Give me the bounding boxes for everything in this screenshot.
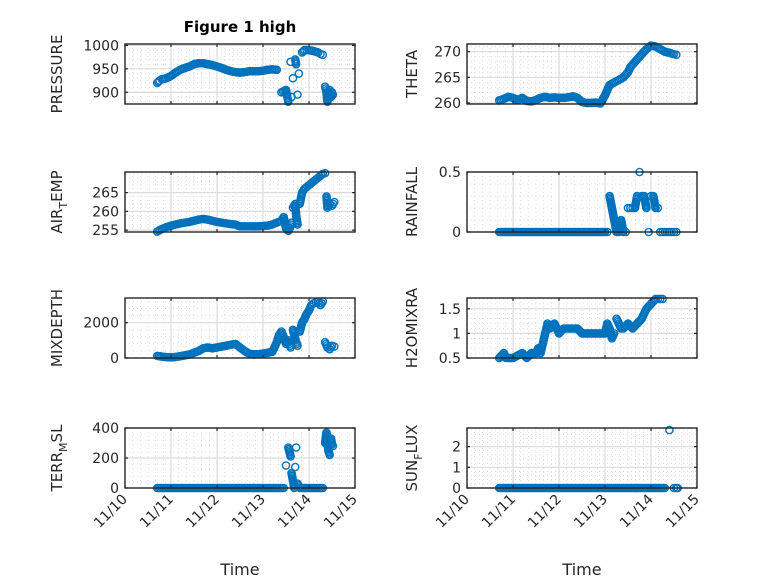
- data-point: [658, 294, 667, 304]
- y-axis-label: MIXDEPTH: [48, 289, 66, 367]
- subplot-h2omixra: 0.5 1 1.5 H2OMIXRA: [403, 287, 698, 368]
- data-point: [286, 452, 295, 461]
- data-point: [672, 50, 681, 60]
- y-tick-label: 0: [452, 225, 461, 241]
- data-point: [293, 90, 302, 99]
- subplot-sun-flux: 0 1 2 SUNFLUX 11/10 11/11 11/12 11/13 11/14 11/15…: [403, 425, 703, 579]
- subplot-theta: 260 265 270 THETA: [403, 41, 698, 112]
- axes-box: [124, 171, 356, 233]
- y-tick-label: 900: [92, 85, 119, 101]
- data-point: [328, 90, 338, 99]
- subplot-terr-msl: 0 200 400 TERRMSL 11/10 11/11 11/12 11/13 11/14 1…: [48, 421, 361, 579]
- data-point: [306, 300, 316, 310]
- data-point: [329, 342, 339, 351]
- data-point: [288, 73, 298, 83]
- y-tick-label: 1.5: [439, 302, 461, 318]
- data-point: [329, 197, 339, 207]
- data-point: [293, 341, 302, 350]
- x-tick-label: 11/12: [183, 492, 223, 532]
- data-point: [290, 462, 300, 472]
- data-point: [325, 450, 335, 460]
- subplot-air-temp: 255 260 265 AIRTEMP: [48, 168, 356, 239]
- axes-box: [466, 171, 698, 233]
- plot-area: [467, 428, 697, 488]
- data-series: [152, 168, 339, 236]
- data-point: [326, 343, 336, 352]
- y-axis-label: AIRTEMP: [48, 170, 70, 233]
- axes-box: [124, 297, 356, 359]
- data-point: [317, 298, 326, 308]
- data-point: [272, 65, 282, 75]
- y-tick-label: 1000: [83, 38, 119, 54]
- data-point: [642, 203, 651, 213]
- y-tick-label: 2: [452, 440, 461, 456]
- data-point: [294, 69, 304, 78]
- y-tick-label: 200: [92, 451, 119, 467]
- y-tick-label: 1: [452, 460, 461, 476]
- subplot-mixdepth: 0 2000 MIXDEPTH: [48, 289, 356, 367]
- x-axis-label: Time: [219, 560, 259, 579]
- x-axis-label: Time: [561, 560, 601, 579]
- y-tick-label: 260: [434, 96, 461, 112]
- y-tick-label: 2000: [83, 316, 119, 332]
- y-tick-label: 260: [92, 204, 119, 220]
- y-axis-label: RAINFALL: [403, 166, 421, 237]
- y-tick-label: 265: [92, 186, 119, 202]
- y-tick-label: 0: [452, 481, 461, 497]
- x-tick-label: 11/10: [433, 492, 473, 532]
- axes-box: [124, 43, 356, 105]
- x-tick-label: 11/14: [617, 491, 657, 531]
- y-tick-label: 0.5: [439, 351, 461, 367]
- data-point: [328, 441, 338, 451]
- y-tick-label: 270: [434, 45, 461, 61]
- data-series: [152, 45, 338, 106]
- x-tick-label: 11/11: [137, 492, 177, 532]
- data-point: [318, 50, 328, 60]
- x-tick-label: 11/13: [571, 492, 611, 532]
- data-point: [653, 203, 663, 213]
- x-tick-label: 11/13: [229, 492, 269, 532]
- x-tick-label: 11/15: [321, 492, 361, 532]
- y-axis-label: SUNFLUX: [403, 425, 425, 492]
- data-point: [293, 220, 302, 229]
- y-axis-label: TERRMSL: [48, 424, 70, 493]
- data-series: [494, 294, 667, 363]
- x-tick-label: 11/15: [663, 492, 703, 532]
- x-tick-label: 11/12: [525, 492, 565, 532]
- y-axis-label: PRESSURE: [48, 35, 66, 114]
- y-tick-label: 400: [92, 421, 119, 437]
- data-point: [286, 57, 295, 67]
- subplot-pressure: 900 950 1000 PRESSURE Figure 1 high: [48, 18, 356, 114]
- y-tick-label: 950: [92, 62, 119, 78]
- x-tick-label: 11/10: [91, 492, 131, 532]
- y-tick-label: 265: [434, 70, 461, 86]
- figure-title: Figure 1 high: [184, 18, 297, 36]
- data-point: [281, 461, 291, 470]
- y-tick-label: 0: [110, 481, 119, 497]
- y-axis-label: H2OMIXRA: [403, 287, 421, 368]
- subplot-rainfall: 0 0.5 RAINFALL: [403, 165, 698, 241]
- axes-box: [466, 427, 698, 489]
- y-tick-label: 0.5: [439, 165, 461, 181]
- x-tick-label: 11/14: [275, 491, 315, 531]
- data-point: [665, 425, 674, 435]
- data-point: [291, 59, 301, 69]
- data-series: [152, 297, 339, 362]
- axes-box: [466, 297, 698, 359]
- y-tick-label: 0: [110, 351, 119, 367]
- axes-box: [466, 43, 698, 105]
- data-point: [609, 329, 619, 338]
- x-tick-label: 11/11: [479, 492, 519, 532]
- data-point: [291, 443, 301, 452]
- data-point: [320, 168, 330, 178]
- y-tick-label: 1: [452, 326, 461, 342]
- y-tick-label: 255: [92, 223, 119, 239]
- y-axis-label: THETA: [403, 49, 421, 99]
- data-point: [325, 199, 335, 209]
